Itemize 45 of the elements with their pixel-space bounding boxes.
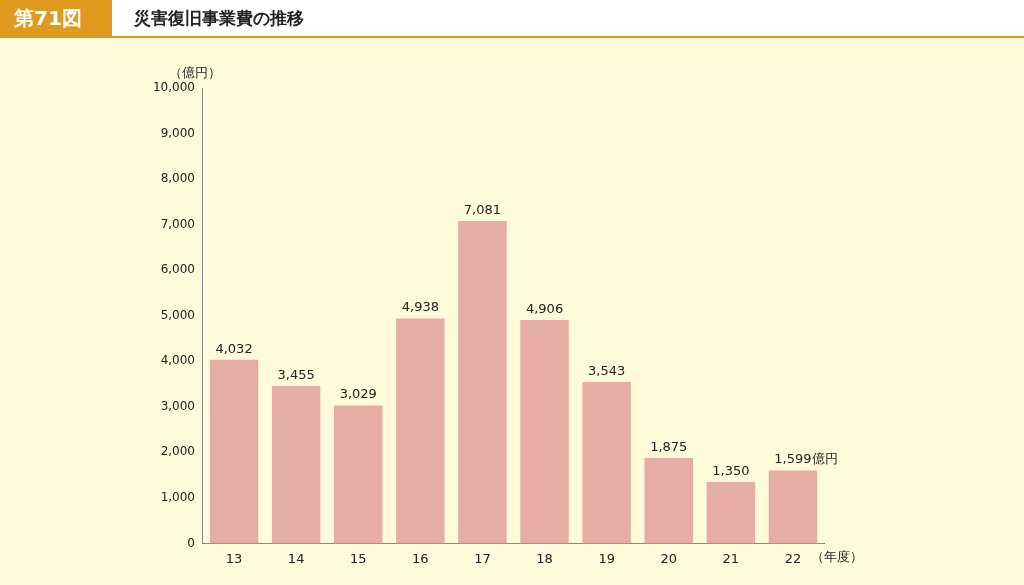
- bar: [768, 470, 818, 544]
- x-tick-label: 17: [474, 550, 491, 566]
- x-tick-label: 21: [722, 550, 740, 566]
- y-tick-label: 9,000: [160, 125, 195, 140]
- data-label: 7,081: [463, 201, 502, 217]
- x-tick-label: 14: [287, 550, 305, 566]
- chart-title: 第71図: [0, 0, 112, 36]
- x-tick-label: 15: [349, 550, 367, 566]
- x-tick-label: 20: [660, 550, 678, 566]
- y-tick-label: 7,000: [160, 216, 195, 231]
- bar: [334, 405, 383, 544]
- bar: [644, 458, 693, 544]
- y-tick-label: 6,000: [160, 262, 195, 277]
- x-tick-label: 16: [412, 550, 429, 566]
- data-label: 4,906: [525, 300, 564, 316]
- data-label: 1,875: [650, 438, 688, 454]
- x-axis-title: （年度）: [810, 549, 863, 565]
- data-label: 3,455: [277, 366, 315, 382]
- bar: [271, 386, 321, 544]
- bar: [458, 220, 507, 544]
- y-tick-label: 8,000: [160, 171, 195, 186]
- bar: [209, 359, 259, 544]
- y-tick-label: 2,000: [160, 444, 195, 459]
- bar: [396, 318, 445, 544]
- y-tick-label: 4,000: [160, 353, 195, 368]
- y-tick-label: 5,000: [160, 307, 195, 322]
- y-tick-label: 1,000: [160, 489, 195, 504]
- x-tick-label: 22: [784, 550, 802, 566]
- y-axis-title: （億円）: [168, 64, 221, 80]
- y-tick-label: 0: [187, 535, 195, 550]
- bar: [706, 481, 756, 544]
- data-label: 3,543: [588, 362, 626, 378]
- data-label: 4,938: [401, 299, 439, 315]
- chart-subtitle: 災害復旧事業費の推移: [133, 6, 304, 30]
- data-label: 4,032: [215, 340, 253, 356]
- x-tick-label: 13: [225, 550, 243, 566]
- data-label: 1,350: [712, 462, 750, 478]
- bar: [520, 319, 569, 544]
- y-tick-label: 10,000: [152, 80, 195, 95]
- bar: [582, 382, 631, 544]
- data-label: 1,599億円: [774, 451, 838, 467]
- y-tick-label: 3,000: [160, 398, 195, 413]
- x-tick-label: 18: [536, 550, 553, 566]
- x-tick-label: 19: [598, 550, 615, 566]
- data-label: 3,029: [339, 386, 377, 402]
